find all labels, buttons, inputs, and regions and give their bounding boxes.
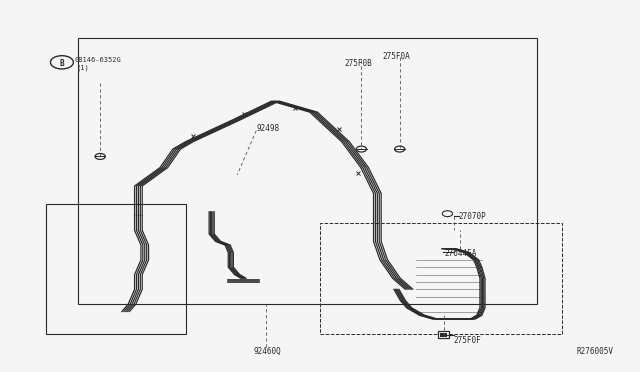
Text: 08146-6352G: 08146-6352G: [75, 57, 122, 64]
Text: 27644EA: 27644EA: [444, 249, 477, 258]
Text: 275F0F: 275F0F: [454, 336, 481, 345]
Text: (1): (1): [77, 65, 90, 71]
Text: R276005V: R276005V: [576, 347, 613, 356]
Bar: [78, 38, 537, 304]
Text: 27070P: 27070P: [459, 212, 486, 221]
Bar: [440, 333, 447, 337]
Bar: [320, 223, 562, 334]
Text: 275F0A: 275F0A: [383, 52, 410, 61]
Text: B: B: [60, 58, 64, 68]
Bar: [438, 331, 449, 338]
Text: 92498: 92498: [256, 124, 280, 133]
Text: 275F0B: 275F0B: [344, 59, 372, 68]
Bar: [46, 205, 186, 334]
Text: 92460Q: 92460Q: [253, 347, 281, 356]
